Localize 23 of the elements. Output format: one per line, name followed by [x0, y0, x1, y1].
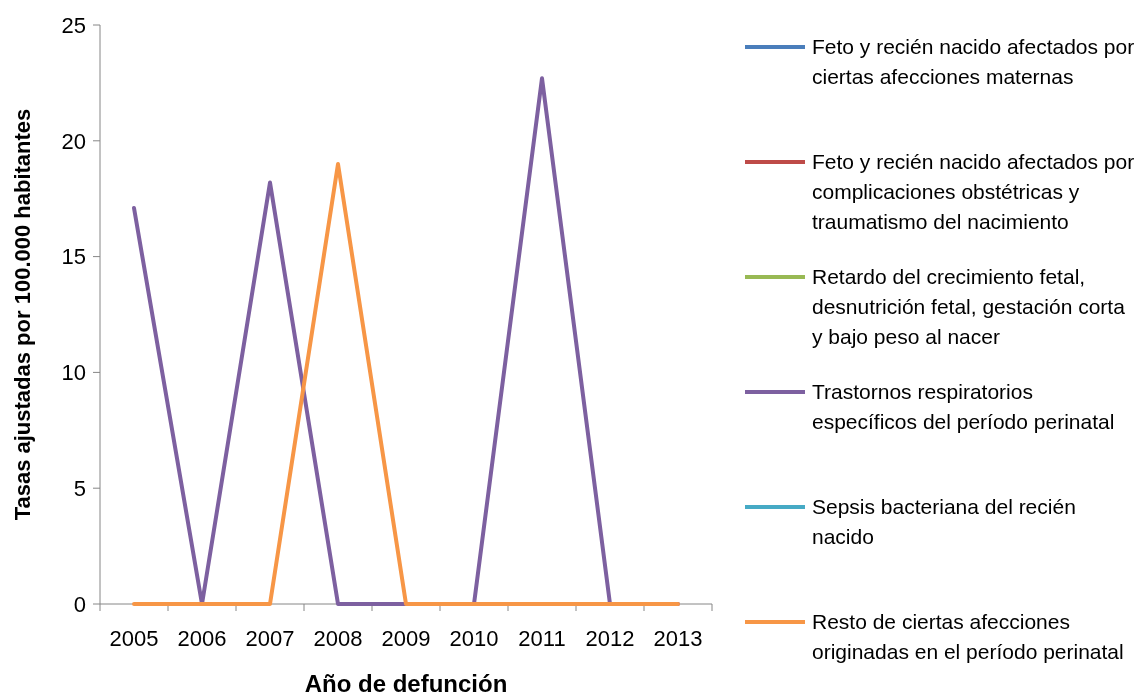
y-tick-label: 25	[61, 12, 86, 38]
legend-label: Sepsis bacteriana del recién nacido	[812, 495, 1076, 549]
legend-label: Retardo del crecimiento fetal, desnutrición fetal, gestación corta y bajo peso al nacer	[812, 265, 1126, 349]
x-tick-label: 2013	[653, 626, 703, 651]
y-tick-label: 15	[61, 244, 86, 270]
legend-label: Feto y recién nacido afectados por ciertas afecciones maternas	[812, 35, 1135, 89]
x-tick-label: 2008	[313, 626, 363, 651]
x-tick-label: 2006	[177, 626, 227, 651]
y-tick-label: 10	[61, 360, 86, 386]
x-axis-title: Año de defunción	[304, 670, 508, 696]
x-tick-label: 2010	[449, 626, 499, 651]
x-tick-label: 2011	[518, 626, 566, 651]
y-tick-label: 20	[61, 128, 86, 154]
y-axis-title: Tasas ajustadas por 100.000 habitantes	[10, 108, 35, 521]
y-tick-label: 0	[73, 591, 86, 617]
legend-label: Resto de ciertas afecciones originadas en el período perinatal	[812, 610, 1124, 664]
x-tick-label: 2007	[245, 626, 295, 651]
x-tick-label: 2005	[109, 626, 159, 651]
legend-label: Trastornos respiratorios específicos del período perinatal	[812, 380, 1115, 434]
y-tick-label: 5	[73, 475, 86, 501]
legend-label: Feto y recién nacido afectados por complicaciones obstétricas y traumatismo del nacimiento	[812, 150, 1135, 234]
x-tick-label: 2012	[585, 626, 635, 651]
x-tick-label: 2009	[381, 626, 431, 651]
